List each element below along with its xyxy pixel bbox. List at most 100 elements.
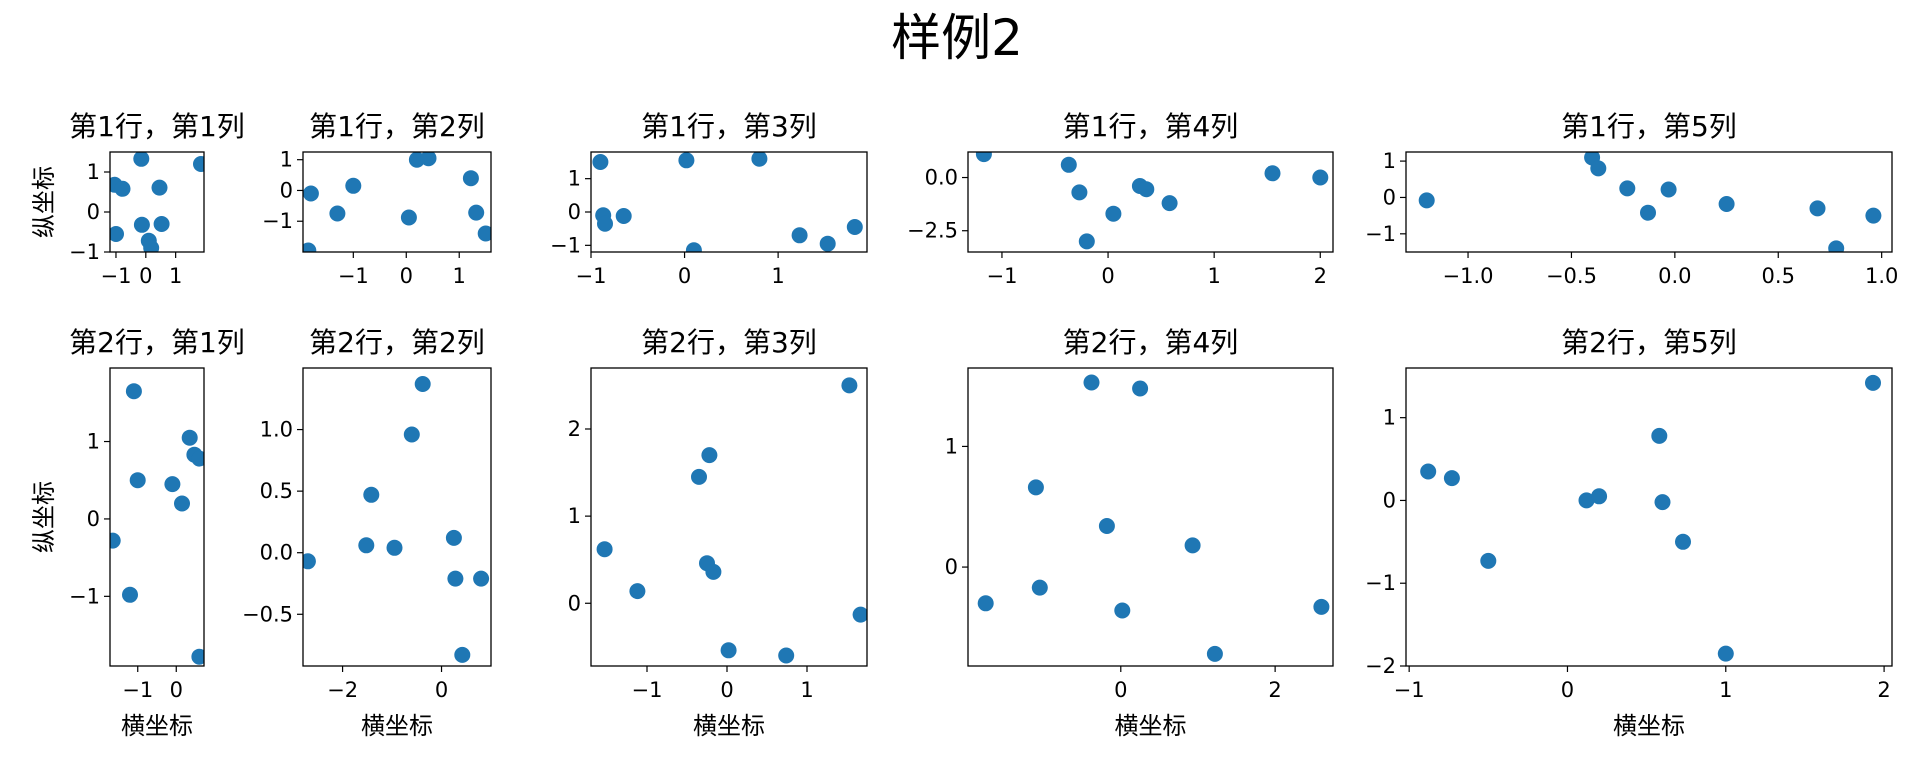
x-tick-label-r1c1-2: 0: [139, 264, 152, 288]
data-point-r1c5-7: [1718, 196, 1735, 212]
y-tick-label-r2c1-1: −1: [69, 584, 100, 608]
data-point-r2c2-10: [473, 570, 490, 587]
subplot-title-r1c1: 第1行，第1列: [69, 110, 245, 143]
y-tick-label-r2c5-2: −1: [1365, 571, 1396, 595]
x-tick-label-r2c2-1: −2: [327, 678, 358, 702]
data-point-r1c1-6: [143, 240, 160, 252]
data-point-r2c2-4: [386, 539, 403, 556]
y-tick-label-r2c2-3: 0.5: [260, 479, 293, 503]
data-point-r1c2-4: [400, 209, 417, 226]
y-axis-label-r2c1: 纵坐标: [30, 481, 58, 553]
data-point-r2c5-3: [1480, 552, 1497, 569]
data-point-r2c3-2: [629, 583, 646, 600]
data-point-r1c3-6: [685, 242, 702, 252]
data-point-r1c3-7: [751, 152, 768, 167]
y-tick-label-r2c4-2: 1: [945, 434, 958, 458]
data-point-r1c2-8: [468, 204, 485, 221]
x-tick-label-r1c5-2: −0.5: [1546, 264, 1597, 288]
data-point-r1c3-1: [592, 154, 609, 170]
x-tick-label-r1c2-2: 0: [400, 264, 413, 288]
axes-frame-r1c1: [109, 151, 205, 253]
axes-frame-r2c3: [590, 367, 868, 667]
data-point-r2c3-8: [778, 647, 795, 664]
subplot-title-r1c3: 第1行，第3列: [641, 110, 817, 143]
data-point-r1c4-4: [1078, 233, 1095, 250]
points-r1c5: [1418, 152, 1882, 252]
points-r1c1: [110, 152, 204, 252]
axes-frame-r1c2: [302, 151, 492, 253]
data-point-r1c5-4: [1619, 180, 1636, 197]
x-tick-label-r1c5-4: 0.5: [1762, 264, 1795, 288]
data-point-r2c5-6: [1651, 427, 1668, 444]
data-point-r2c4-3: [1031, 579, 1048, 596]
data-point-r2c4-10: [1313, 598, 1330, 615]
data-point-r2c4-6: [1114, 602, 1131, 619]
subplot-title-r2c2: 第2行，第2列: [309, 326, 485, 359]
data-point-r1c5-6: [1660, 181, 1677, 198]
y-tick-label-r1c5-2: 0: [1383, 185, 1396, 209]
subplot-title-r2c5: 第2行，第5列: [1561, 326, 1737, 359]
x-tick-label-r1c5-5: 1.0: [1865, 264, 1898, 288]
x-tick-label-r2c1-1: −1: [122, 678, 153, 702]
subplot-r1c2: −1 0 1 −1 0 1 第1行，第2列: [262, 110, 492, 288]
data-point-r2c4-5: [1098, 518, 1115, 534]
data-point-r1c4-9: [1264, 165, 1281, 182]
data-point-r1c5-8: [1809, 200, 1826, 217]
data-point-r1c4-1: [975, 152, 992, 163]
x-tick-label-r2c5-4: 2: [1877, 678, 1890, 702]
data-point-r1c1-2: [114, 180, 131, 197]
y-tick-label-r1c2-1: −1: [262, 209, 293, 233]
x-tick-label-r1c1-1: −1: [100, 264, 131, 288]
x-tick-label-r2c3-2: 0: [720, 678, 733, 702]
data-point-r1c2-7: [462, 170, 479, 187]
points-r2c4: [977, 374, 1330, 662]
x-tick-label-r1c4-2: 0: [1101, 264, 1114, 288]
points-r2c1: [110, 383, 204, 665]
data-point-r2c2-6: [414, 376, 431, 392]
data-point-r1c3-8: [791, 227, 808, 244]
data-point-r1c4-3: [1071, 184, 1088, 201]
subplot-r1c4: −1 0 1 2 −2.5 0.0 第1行，第4列: [907, 110, 1334, 288]
data-point-r2c1-9: [191, 450, 204, 467]
x-tick-label-r1c5-3: 0.0: [1658, 264, 1691, 288]
data-point-r2c4-2: [1027, 479, 1044, 496]
data-point-r2c4-9: [1206, 645, 1223, 662]
y-tick-label-r1c3-3: 1: [568, 167, 581, 191]
data-point-r1c1-4: [133, 216, 150, 233]
data-point-r1c1-10: [110, 226, 124, 242]
x-tick-label-r1c4-4: 2: [1314, 264, 1327, 288]
x-tick-label-r1c5-1: −1.0: [1443, 264, 1494, 288]
points-r2c2: [303, 376, 490, 663]
data-point-r2c2-8: [447, 570, 464, 587]
x-tick-label-r2c4-1: 0: [1114, 678, 1127, 702]
y-tick-label-r1c4-1: −2.5: [907, 219, 958, 243]
figure-title: 样例2: [891, 9, 1023, 67]
data-point-r1c1-3: [133, 152, 150, 167]
data-point-r1c2-3: [345, 177, 362, 194]
subplot-title-r1c5: 第1行，第5列: [1561, 110, 1737, 143]
data-point-r2c1-6: [174, 495, 190, 512]
axes-frame-r2c5: [1405, 367, 1893, 667]
subplot-title-r2c4: 第2行，第4列: [1063, 326, 1239, 359]
data-point-r2c3-10: [852, 606, 867, 623]
data-point-r2c2-5: [403, 426, 420, 443]
data-point-r2c2-3: [363, 486, 380, 503]
y-tick-label-r1c1-3: 1: [87, 160, 100, 184]
axes-frame-r2c1: [109, 367, 205, 667]
x-tick-label-r1c1-3: 1: [169, 264, 182, 288]
data-point-r2c5-1: [1420, 463, 1437, 480]
y-tick-label-r2c1-2: 0: [87, 507, 100, 531]
y-tick-label-r1c2-2: 0: [280, 178, 293, 202]
x-tick-label-r1c2-3: 1: [453, 264, 466, 288]
y-tick-label-r2c2-4: 1.0: [260, 418, 293, 442]
x-axis-label-r2c5: 横坐标: [1613, 712, 1685, 740]
data-point-r2c5-7: [1654, 494, 1671, 511]
data-point-r2c2-9: [454, 646, 471, 663]
y-axis-label-r1c1: 纵坐标: [30, 166, 58, 238]
